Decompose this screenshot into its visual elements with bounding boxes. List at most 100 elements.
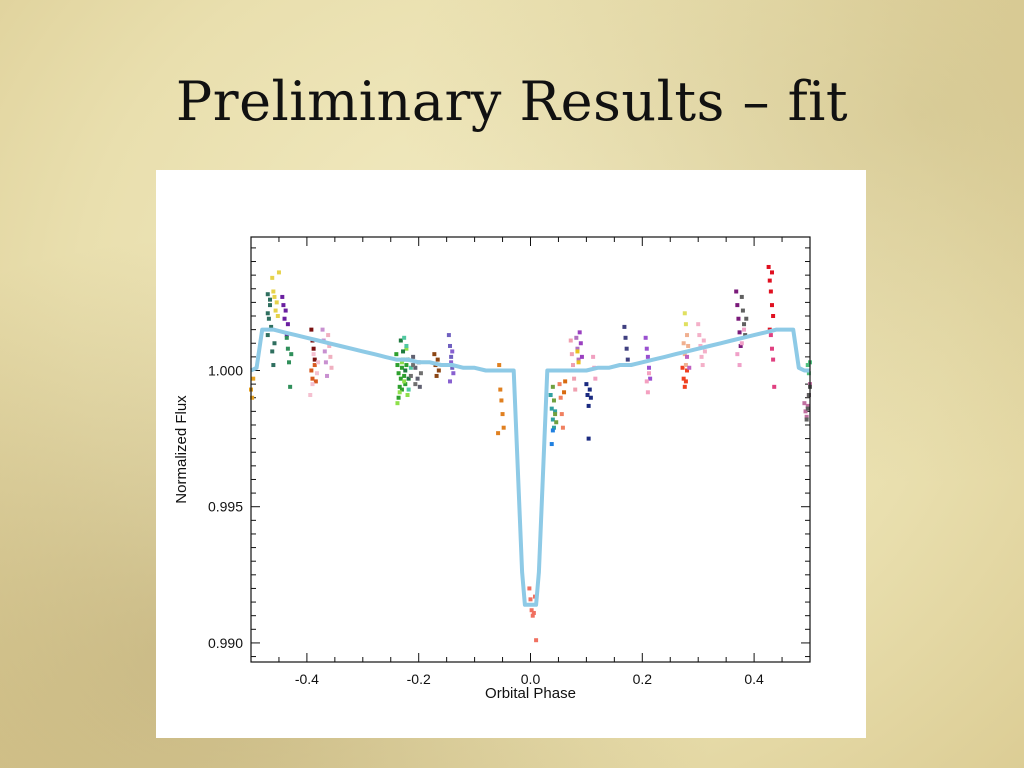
data-point: [767, 278, 772, 283]
data-point: [314, 371, 319, 376]
data-point: [411, 363, 416, 368]
data-point: [622, 324, 627, 329]
data-point: [531, 610, 536, 615]
data-point: [309, 368, 314, 373]
data-point: [804, 414, 809, 419]
data-point: [325, 373, 330, 378]
data-point: [287, 360, 292, 365]
data-point: [529, 608, 534, 613]
data-point: [399, 365, 404, 370]
data-point: [501, 425, 506, 430]
data-point: [327, 343, 332, 348]
model-fit-line: [250, 327, 810, 607]
data-point: [402, 373, 407, 378]
data-point: [265, 311, 270, 316]
data-point: [550, 384, 555, 389]
data-point: [528, 597, 533, 602]
data-point: [310, 382, 315, 387]
data-point: [397, 384, 402, 389]
data-point: [448, 379, 453, 384]
data-point: [553, 412, 558, 417]
data-point: [398, 376, 403, 381]
data-point: [250, 395, 255, 400]
data-point: [408, 373, 413, 378]
data-point: [701, 338, 706, 343]
data-point: [558, 395, 563, 400]
data-point: [577, 330, 582, 335]
data-point: [743, 333, 748, 338]
data-point: [802, 401, 807, 406]
data-point: [739, 341, 744, 346]
data-point: [284, 335, 289, 340]
data-point: [406, 376, 411, 381]
data-point: [309, 327, 314, 332]
data-point: [269, 324, 274, 329]
data-point: [588, 395, 593, 400]
data-point: [413, 365, 418, 370]
data-point: [681, 376, 686, 381]
slide-title: Preliminary Results – fit: [175, 70, 849, 133]
data-point: [450, 349, 455, 354]
data-point: [403, 368, 408, 373]
data-point: [399, 360, 404, 365]
data-point: [408, 365, 413, 370]
data-point: [623, 335, 628, 340]
data-point: [573, 387, 578, 392]
data-point: [737, 363, 742, 368]
y-tick-label: 0.995: [208, 499, 243, 515]
data-point: [274, 300, 279, 305]
axis-ticks: [250, 237, 811, 662]
data-point: [702, 349, 707, 354]
data-point: [312, 363, 317, 368]
data-point: [272, 294, 277, 299]
data-point: [769, 303, 774, 308]
data-point: [273, 308, 278, 313]
data-point: [413, 382, 418, 387]
data-point: [553, 409, 558, 414]
x-tick-label: 0.0: [521, 671, 541, 687]
data-point: [436, 368, 441, 373]
data-point: [280, 294, 285, 299]
data-point: [285, 322, 290, 327]
data-point: [282, 316, 287, 321]
data-point: [548, 393, 553, 398]
data-point: [562, 390, 567, 395]
data-point: [401, 349, 406, 354]
data-point: [806, 371, 811, 376]
data-point: [805, 403, 810, 408]
y-tick-label: 0.990: [208, 635, 243, 651]
data-point: [644, 379, 649, 384]
data-point: [271, 363, 276, 368]
data-point: [570, 363, 575, 368]
light-curve-chart: -0.4 -0.2 0.0 0.2 0.4 0.990 0.995 1.000 Orbital…: [173, 236, 812, 702]
data-point: [405, 393, 410, 398]
data-point: [550, 417, 555, 422]
data-point: [738, 343, 743, 348]
data-point: [699, 354, 704, 359]
data-point: [683, 363, 688, 368]
data-point: [686, 343, 691, 348]
data-point: [645, 390, 650, 395]
data-point: [806, 393, 811, 398]
data-point: [449, 354, 454, 359]
data-point: [697, 333, 702, 338]
data-point: [769, 346, 774, 351]
data-point: [698, 343, 703, 348]
data-point: [579, 354, 584, 359]
data-point: [574, 335, 579, 340]
data-point: [586, 436, 591, 441]
data-point: [742, 322, 747, 327]
plot-frame: [250, 236, 811, 663]
data-point: [527, 586, 532, 591]
data-point: [587, 387, 592, 392]
data-point: [804, 417, 809, 422]
data-point: [740, 308, 745, 313]
data-point: [404, 346, 409, 351]
data-point: [554, 420, 559, 425]
data-point: [328, 354, 333, 359]
data-point: [403, 382, 408, 387]
data-point: [593, 376, 598, 381]
data-point: [683, 379, 688, 384]
data-point: [272, 341, 277, 346]
data-point: [683, 322, 688, 327]
